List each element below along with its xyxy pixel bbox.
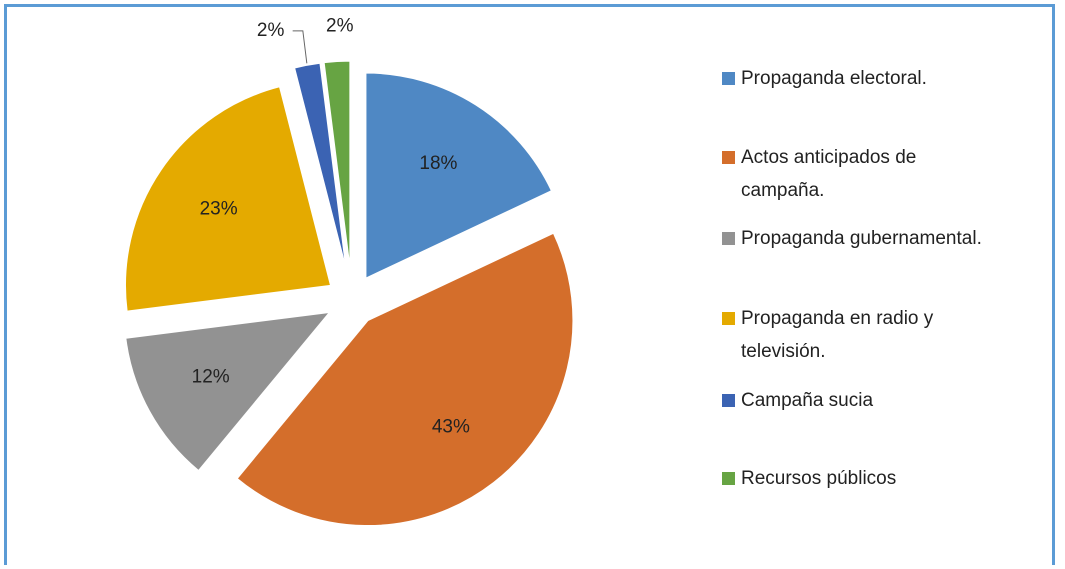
legend-swatch bbox=[722, 312, 735, 325]
legend-label: Campaña sucia bbox=[741, 390, 874, 411]
pie-slice bbox=[236, 232, 574, 527]
data-label: 43% bbox=[432, 416, 470, 437]
legend-swatch bbox=[722, 151, 735, 164]
data-label: 2% bbox=[326, 16, 354, 37]
legend-swatch bbox=[722, 472, 735, 485]
legend-item: Propaganda gubernamental. bbox=[722, 222, 1061, 255]
legend-label: Propaganda gubernamental. bbox=[741, 228, 982, 249]
legend-label: Propaganda en radio y televisión. bbox=[741, 308, 934, 362]
legend-swatch bbox=[722, 72, 735, 85]
pie-slice bbox=[125, 86, 332, 312]
data-label: 2% bbox=[257, 20, 285, 41]
legend-label: Propaganda electoral. bbox=[741, 68, 927, 89]
legend-item: Recursos públicos bbox=[722, 462, 1061, 495]
legend-label: Recursos públicos bbox=[741, 468, 897, 489]
data-label: 12% bbox=[192, 367, 230, 388]
data-label: 18% bbox=[419, 153, 457, 174]
leader-line bbox=[292, 30, 308, 64]
pie-slice bbox=[365, 72, 553, 279]
legend-item: Propaganda en radio y televisión. bbox=[722, 302, 971, 368]
data-label: 23% bbox=[200, 198, 238, 219]
pie-slice bbox=[323, 60, 351, 267]
legend-swatch bbox=[722, 232, 735, 245]
legend-label: Actos anticipados de campaña. bbox=[741, 147, 917, 201]
legend-item: Actos anticipados de campaña. bbox=[722, 141, 971, 207]
legend-item: Campaña sucia bbox=[722, 384, 1061, 417]
pie-slice bbox=[125, 311, 331, 472]
chart-frame bbox=[4, 4, 1055, 565]
legend-item: Propaganda electoral. bbox=[722, 62, 1061, 95]
legend-swatch bbox=[722, 394, 735, 407]
pie-slice bbox=[294, 62, 347, 267]
